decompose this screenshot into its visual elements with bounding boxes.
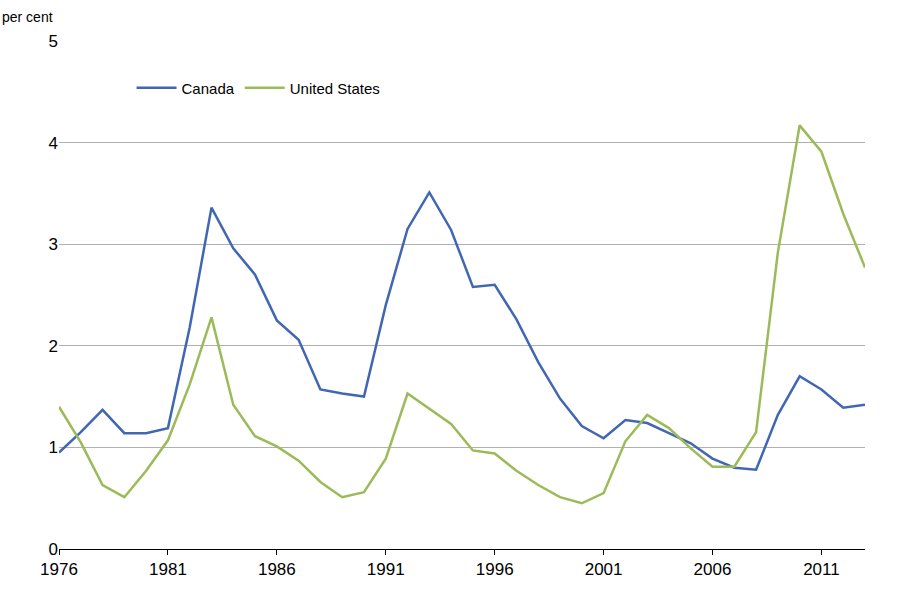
svg-text:Canada: Canada bbox=[182, 80, 235, 97]
svg-text:1996: 1996 bbox=[476, 560, 514, 579]
svg-text:1: 1 bbox=[49, 438, 58, 457]
svg-text:1976: 1976 bbox=[40, 560, 78, 579]
svg-text:5: 5 bbox=[49, 32, 58, 51]
svg-text:2006: 2006 bbox=[694, 560, 732, 579]
svg-text:per cent: per cent bbox=[2, 9, 53, 25]
svg-text:1986: 1986 bbox=[258, 560, 296, 579]
svg-text:3: 3 bbox=[49, 235, 58, 254]
svg-text:1991: 1991 bbox=[367, 560, 405, 579]
svg-text:2: 2 bbox=[49, 337, 58, 356]
svg-text:0: 0 bbox=[49, 540, 58, 559]
svg-text:1981: 1981 bbox=[149, 560, 187, 579]
svg-text:2001: 2001 bbox=[585, 560, 623, 579]
svg-text:United States: United States bbox=[290, 80, 380, 97]
svg-text:2011: 2011 bbox=[803, 560, 840, 579]
svg-text:4: 4 bbox=[49, 134, 58, 153]
